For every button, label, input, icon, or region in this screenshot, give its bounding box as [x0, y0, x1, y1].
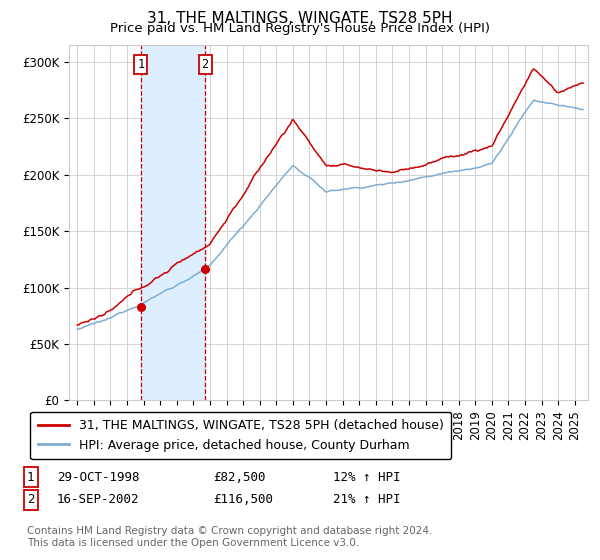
Text: 16-SEP-2002: 16-SEP-2002: [57, 493, 139, 506]
Text: 21% ↑ HPI: 21% ↑ HPI: [333, 493, 401, 506]
Text: 2: 2: [27, 493, 35, 506]
Legend: 31, THE MALTINGS, WINGATE, TS28 5PH (detached house), HPI: Average price, detach: 31, THE MALTINGS, WINGATE, TS28 5PH (det…: [30, 412, 451, 459]
Text: 29-OCT-1998: 29-OCT-1998: [57, 470, 139, 484]
Text: 2: 2: [202, 58, 209, 71]
Text: Price paid vs. HM Land Registry's House Price Index (HPI): Price paid vs. HM Land Registry's House …: [110, 22, 490, 35]
Bar: [141, 45, 205, 400]
Text: 12% ↑ HPI: 12% ↑ HPI: [333, 470, 401, 484]
Text: £82,500: £82,500: [213, 470, 265, 484]
Text: 31, THE MALTINGS, WINGATE, TS28 5PH: 31, THE MALTINGS, WINGATE, TS28 5PH: [147, 11, 453, 26]
Text: 1: 1: [137, 58, 145, 71]
Text: £116,500: £116,500: [213, 493, 273, 506]
Text: 1: 1: [27, 470, 35, 484]
Text: Contains HM Land Registry data © Crown copyright and database right 2024.
This d: Contains HM Land Registry data © Crown c…: [27, 526, 433, 548]
